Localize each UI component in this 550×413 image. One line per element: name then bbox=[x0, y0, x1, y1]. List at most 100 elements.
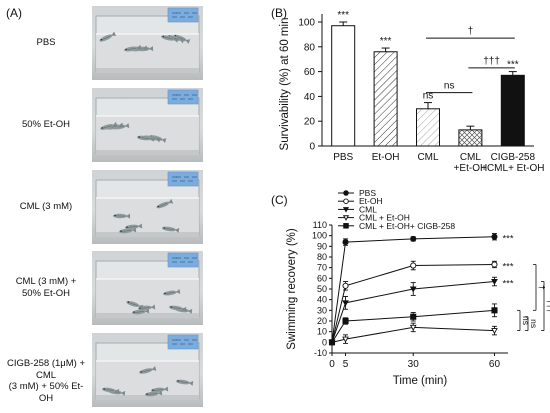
series-line bbox=[331, 281, 495, 343]
swimming-recovery-line-chart: -10 0 10 20 30 40 50 60 70 80 90 100 110 0 5 30 60 Time (… bbox=[262, 180, 550, 413]
bracket-label: ††† bbox=[483, 56, 500, 67]
panel-c-letter: (C) bbox=[271, 193, 288, 207]
series-line bbox=[331, 309, 495, 343]
y-tick-label: 30 bbox=[317, 305, 327, 315]
tank-sticker bbox=[167, 7, 199, 23]
bar bbox=[416, 108, 440, 147]
comparison-bracket bbox=[525, 316, 529, 332]
x-tick-label: 60 bbox=[489, 359, 501, 370]
category-label: +CML+ Et-OH bbox=[481, 163, 544, 174]
tank-label-line: 50% Et-OH bbox=[21, 287, 71, 299]
x-axis-label: Time (min) bbox=[393, 375, 448, 387]
data-point bbox=[342, 317, 349, 325]
bracket-label: † bbox=[468, 26, 474, 37]
y-axis-label: Survivability (%) at 60 min bbox=[279, 18, 291, 151]
data-point bbox=[343, 190, 349, 196]
tank-label-line: CML (3 mM) + bbox=[15, 276, 77, 287]
tank-label-3: CML (3 mM) bbox=[4, 201, 88, 213]
tank-sticker bbox=[167, 171, 199, 187]
tank-label-line: CML (3 mM) bbox=[19, 201, 73, 212]
comparison-bracket bbox=[517, 309, 521, 332]
y-tick-label: 20 bbox=[317, 316, 327, 326]
data-point bbox=[409, 286, 417, 293]
y-tick-label: 70 bbox=[317, 263, 327, 273]
zebrafish-icon bbox=[132, 308, 150, 315]
zebrafish-icon bbox=[137, 135, 155, 142]
tank-sticker bbox=[167, 334, 199, 350]
tank-bottom bbox=[96, 150, 199, 155]
data-point bbox=[343, 223, 349, 229]
tank-bottom bbox=[96, 232, 199, 237]
data-point bbox=[491, 233, 498, 240]
data-point bbox=[410, 313, 417, 320]
y-tick-label: 20 bbox=[304, 117, 316, 128]
tank-water bbox=[96, 198, 199, 236]
significance-label: *** bbox=[502, 261, 513, 272]
significance-label: *** bbox=[502, 234, 513, 245]
survivability-bar-chart: 0 20 40 60 80 100 Survivability (%) at 60 min *… bbox=[262, 0, 550, 206]
significance-label: *** bbox=[502, 279, 513, 290]
data-point bbox=[342, 300, 349, 307]
zebrafish-icon bbox=[145, 390, 163, 397]
y-tick-label: 10 bbox=[317, 327, 327, 337]
data-point bbox=[491, 261, 498, 268]
tank-label-5: CIGB-258 (1μM) + CML (3 mM) + 50% Et-OH bbox=[4, 358, 88, 404]
tank-label-line: CIGB-258 (1μM) + CML bbox=[6, 358, 86, 381]
zebrafish-icon bbox=[162, 226, 180, 233]
bracket-label: † bbox=[537, 285, 547, 290]
significance-label: *** bbox=[337, 10, 349, 21]
zebrafish-icon bbox=[99, 31, 117, 42]
zebrafish-icon bbox=[126, 300, 144, 310]
significance-label: *** bbox=[380, 36, 392, 47]
comparison-bracket bbox=[533, 264, 537, 311]
tank-photo-4 bbox=[92, 251, 203, 325]
x-tick-label: 0 bbox=[329, 359, 335, 370]
series-line bbox=[331, 236, 495, 343]
zebrafish-icon bbox=[163, 288, 181, 296]
tank-label-1: PBS bbox=[4, 37, 88, 49]
tank-water bbox=[96, 116, 199, 154]
tank-label-line: PBS bbox=[36, 37, 56, 48]
data-point bbox=[491, 307, 498, 314]
x-tick-label: 5 bbox=[343, 359, 349, 370]
y-axis-label: Swimming recovery (%) bbox=[286, 228, 298, 350]
data-point bbox=[410, 235, 417, 242]
bar bbox=[458, 129, 483, 147]
category-label: PBS bbox=[333, 152, 353, 163]
tank-bottom bbox=[96, 68, 199, 73]
legend-label: PBS bbox=[359, 188, 376, 198]
category-label: CML bbox=[460, 152, 482, 163]
tank-photo-3 bbox=[92, 170, 203, 244]
data-point bbox=[409, 324, 417, 331]
bar bbox=[373, 51, 398, 147]
legend-label: CML bbox=[359, 204, 377, 214]
category-label: CIGB-258 bbox=[491, 152, 536, 163]
tank-sticker bbox=[167, 89, 199, 105]
zebrafish-icon bbox=[169, 305, 187, 312]
data-point bbox=[342, 207, 350, 213]
y-tick-label: 100 bbox=[312, 231, 327, 241]
zebrafish-icon bbox=[161, 35, 179, 43]
zebrafish-icon bbox=[102, 387, 120, 394]
panel-a-letter: (A) bbox=[6, 6, 22, 20]
y-tick-label: 60 bbox=[317, 273, 327, 283]
bracket-label: ns bbox=[444, 81, 455, 92]
series-line bbox=[331, 326, 495, 343]
tank-bottom bbox=[96, 313, 199, 318]
zebrafish-icon bbox=[139, 365, 157, 374]
y-tick-label: 80 bbox=[317, 252, 327, 262]
legend-label: CML + Et-OH bbox=[359, 213, 410, 223]
series-1 bbox=[328, 260, 498, 346]
series-4 bbox=[328, 303, 498, 346]
tank-label-line: (3 mM) + 50% Et-OH bbox=[8, 381, 84, 404]
bracket-label: ††† bbox=[545, 299, 550, 313]
y-tick-label: 100 bbox=[298, 18, 315, 29]
data-point bbox=[342, 336, 349, 343]
tank-label-line: 50% Et-OH bbox=[21, 119, 71, 130]
y-tick-label: 40 bbox=[317, 295, 327, 305]
category-label: +Et-OH bbox=[454, 163, 488, 174]
panel-b-letter: (B) bbox=[271, 6, 287, 20]
data-point bbox=[342, 239, 349, 246]
data-point bbox=[410, 262, 417, 269]
